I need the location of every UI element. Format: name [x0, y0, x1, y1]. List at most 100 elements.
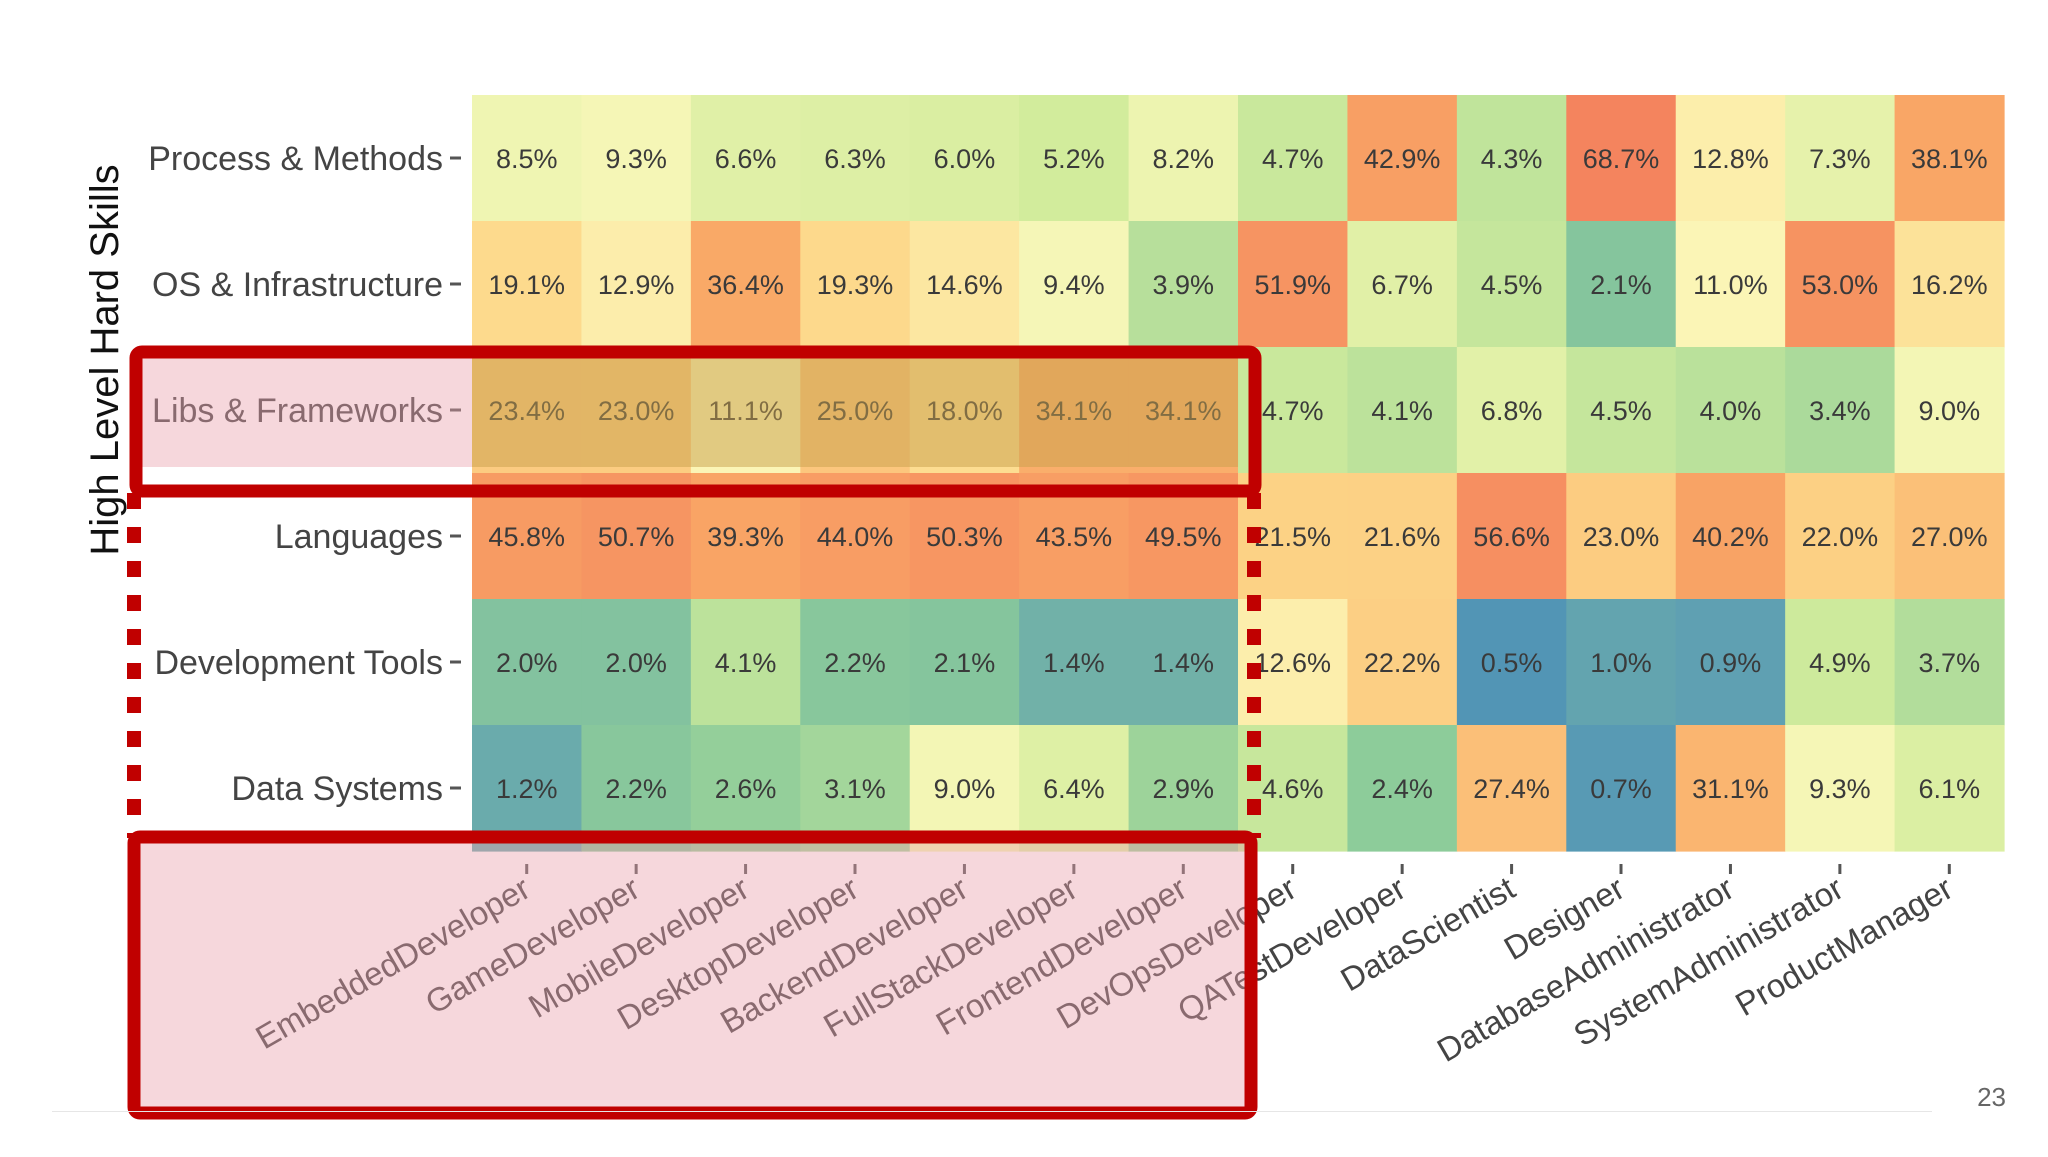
cell-value-label: 9.0% — [1919, 396, 1981, 426]
cell-value-label: 1.4% — [1153, 648, 1215, 678]
cell-value-label: 12.9% — [598, 270, 675, 300]
cell-value-label: 49.5% — [1145, 522, 1222, 552]
cell-value-label: 9.4% — [1043, 270, 1105, 300]
cell-value-label: 39.3% — [707, 522, 784, 552]
cell-value-label: 6.8% — [1481, 396, 1543, 426]
heatmap-cell — [1785, 725, 1896, 852]
heatmap-cell — [909, 221, 1020, 348]
cell-value-label: 16.2% — [1911, 270, 1988, 300]
cell-value-label: 19.3% — [817, 270, 894, 300]
cell-value-label: 21.6% — [1364, 522, 1441, 552]
heatmap-cell — [909, 599, 1020, 726]
cell-value-label: 6.3% — [824, 144, 886, 174]
cell-value-label: 1.0% — [1590, 648, 1652, 678]
cell-value-label: 2.2% — [605, 774, 667, 804]
cell-value-label: 12.6% — [1254, 648, 1331, 678]
heatmap-cell — [1238, 95, 1349, 222]
cell-value-label: 22.2% — [1364, 648, 1441, 678]
cell-value-label: 7.3% — [1809, 144, 1871, 174]
heatmap-cell — [1894, 599, 2005, 726]
heatmap-cell — [1566, 473, 1677, 600]
row-tick-label: Development Tools — [154, 644, 443, 682]
cell-value-label: 4.9% — [1809, 648, 1871, 678]
heatmap-cell — [1347, 347, 1458, 474]
heatmap-cell — [1019, 95, 1130, 222]
cell-value-label: 1.2% — [496, 774, 558, 804]
cell-value-label: 4.7% — [1262, 396, 1324, 426]
heatmap-cell — [1347, 599, 1458, 726]
row-tick-label: Process & Methods — [148, 140, 443, 178]
cell-value-label: 6.0% — [934, 144, 996, 174]
cell-value-label: 36.4% — [707, 270, 784, 300]
heatmap-cell — [1456, 347, 1567, 474]
x-labels-highlight-fill — [134, 837, 1251, 1113]
heatmap-cell — [472, 95, 583, 222]
heatmap-cell — [1019, 599, 1130, 726]
heatmap-cell — [690, 599, 801, 726]
cell-value-label: 4.1% — [715, 648, 777, 678]
cell-value-label: 31.1% — [1692, 774, 1769, 804]
heatmap-cell — [1347, 725, 1458, 852]
heatmap-cell — [1894, 221, 2005, 348]
cell-value-label: 51.9% — [1254, 270, 1331, 300]
heatmap-cell — [1347, 221, 1458, 348]
row-tick-label: OS & Infrastructure — [152, 266, 443, 304]
cell-value-label: 40.2% — [1692, 522, 1769, 552]
cell-value-label: 45.8% — [488, 522, 565, 552]
heatmap-cell — [581, 221, 692, 348]
heatmap-cell — [1128, 599, 1239, 726]
cell-value-label: 4.0% — [1700, 396, 1762, 426]
heatmap-cell — [1238, 221, 1349, 348]
heatmap-cell — [1566, 221, 1677, 348]
heatmap-cell — [800, 95, 911, 222]
heatmap-cell — [1456, 221, 1567, 348]
heatmap-cell — [909, 95, 1020, 222]
heatmap-cell — [800, 599, 911, 726]
footer-divider — [52, 1111, 1932, 1112]
row-highlight-rectangle — [129, 345, 1262, 498]
heatmap-cell — [472, 599, 583, 726]
cell-value-label: 2.1% — [934, 648, 996, 678]
heatmap-cell — [1456, 473, 1567, 600]
heatmap-cell — [1785, 347, 1896, 474]
heatmap-cell — [690, 221, 801, 348]
cell-value-label: 23.0% — [1583, 522, 1660, 552]
heatmap-cell — [1785, 221, 1896, 348]
cell-value-label: 1.4% — [1043, 648, 1105, 678]
cell-value-label: 43.5% — [1036, 522, 1113, 552]
cell-value-label: 4.5% — [1590, 396, 1652, 426]
cell-value-label: 0.9% — [1700, 648, 1762, 678]
cell-value-label: 2.6% — [715, 774, 777, 804]
cell-value-label: 27.4% — [1473, 774, 1550, 804]
cell-value-label: 19.1% — [488, 270, 565, 300]
cell-value-label: 4.1% — [1371, 396, 1433, 426]
heatmap-cell — [1675, 347, 1786, 474]
cell-value-label: 6.1% — [1919, 774, 1981, 804]
cell-value-label: 2.1% — [1590, 270, 1652, 300]
heatmap-cell — [1566, 347, 1677, 474]
heatmap-cell — [1347, 473, 1458, 600]
heatmap-cell — [1456, 725, 1567, 852]
heatmap-cell — [1675, 725, 1786, 852]
cell-value-label: 68.7% — [1583, 144, 1660, 174]
heatmap-cell — [1675, 221, 1786, 348]
cell-value-label: 22.0% — [1802, 522, 1879, 552]
heatmap-cell — [1785, 95, 1896, 222]
y-axis-title: High Level Hard Skills — [83, 164, 127, 555]
cell-value-label: 50.3% — [926, 522, 1003, 552]
heatmap-cell — [800, 221, 911, 348]
cell-value-label: 2.2% — [824, 648, 886, 678]
page-number: 23 — [1977, 1082, 2006, 1112]
x-labels-highlight-rectangle — [127, 830, 1258, 1120]
y-tick-labels: Process & Methods OS & Infrastructure Libs… — [148, 140, 461, 808]
heatmap-cell — [1128, 95, 1239, 222]
heatmap-cell — [1675, 473, 1786, 600]
heatmap-cell — [1785, 473, 1896, 600]
cell-value-label: 3.4% — [1809, 396, 1871, 426]
cell-value-label: 38.1% — [1911, 144, 1988, 174]
highlight-annotations — [127, 345, 1262, 1120]
heatmap-cell — [1785, 599, 1896, 726]
cell-value-label: 2.4% — [1371, 774, 1433, 804]
